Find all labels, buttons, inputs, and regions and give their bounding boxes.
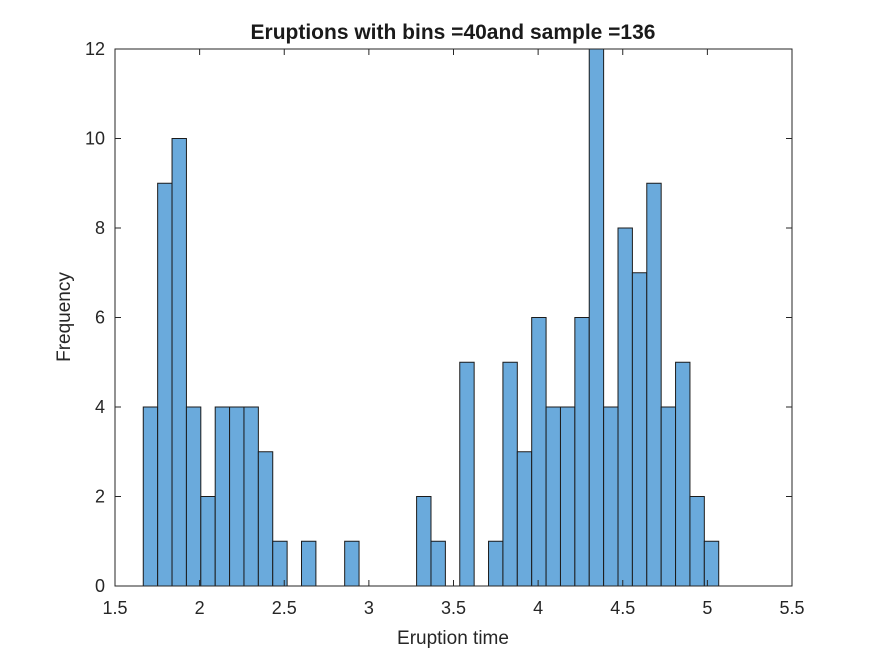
- x-tick-label: 2: [195, 598, 205, 618]
- x-tick-label: 5.5: [779, 598, 804, 618]
- histogram-bar: [185, 406, 202, 587]
- x-tick-label: 1.5: [102, 598, 127, 618]
- x-axis-label: Eruption time: [397, 628, 509, 649]
- x-tick-label: 2.5: [272, 598, 297, 618]
- histogram-bar: [416, 496, 432, 587]
- histogram-bar: [214, 406, 231, 587]
- histogram-bar: [703, 540, 720, 587]
- y-tick-label: 10: [85, 129, 105, 149]
- histogram-bar: [171, 138, 187, 587]
- histogram-bar: [229, 406, 245, 587]
- histogram-bar: [559, 406, 576, 587]
- histogram-bar: [617, 227, 633, 587]
- y-tick-label: 12: [85, 39, 105, 59]
- y-tick-label: 6: [95, 308, 105, 328]
- histogram-bar: [689, 496, 705, 587]
- histogram-bar: [430, 540, 446, 587]
- x-tick-label: 4.5: [610, 598, 635, 618]
- histogram-bar: [646, 182, 662, 587]
- histogram-bar: [301, 540, 317, 587]
- y-tick-label: 2: [95, 487, 105, 507]
- histogram-bar: [516, 451, 533, 587]
- histogram-bar: [243, 406, 259, 587]
- histogram-bar: [631, 272, 648, 587]
- y-tick-label: 4: [95, 397, 105, 417]
- histogram-bar: [142, 406, 159, 587]
- histogram-bar: [531, 317, 547, 587]
- histogram-bar: [588, 48, 605, 587]
- y-ticks-group: 0 2 4 6 8 10 12: [85, 39, 792, 596]
- histogram-bar: [157, 182, 173, 587]
- histogram-bar: [272, 540, 288, 587]
- histogram-bar: [603, 406, 619, 587]
- y-axis-label: Frequency: [54, 272, 75, 362]
- x-tick-label: 4: [533, 598, 543, 618]
- histogram-bar: [488, 540, 504, 587]
- histogram-bar: [344, 540, 360, 587]
- x-ticks-group: 1.5 2 2.5 3 3.5 4 4.5 5 5.5: [102, 49, 805, 618]
- y-tick-label: 0: [95, 576, 105, 596]
- histogram-bar: [502, 361, 518, 587]
- x-tick-label: 3: [364, 598, 374, 618]
- histogram-bar: [257, 451, 274, 587]
- histogram-bar: [675, 361, 691, 587]
- x-tick-label: 5: [702, 598, 712, 618]
- chart-title: Eruptions with bins =40and sample =136: [251, 21, 656, 44]
- histogram-bar: [660, 406, 677, 587]
- histogram-bar: [200, 496, 216, 587]
- bars-group: [142, 48, 720, 587]
- y-tick-label: 8: [95, 218, 105, 238]
- histogram-bar: [574, 317, 590, 587]
- histogram-bar: [459, 361, 475, 587]
- x-tick-label: 3.5: [441, 598, 466, 618]
- histogram-bar: [545, 406, 561, 587]
